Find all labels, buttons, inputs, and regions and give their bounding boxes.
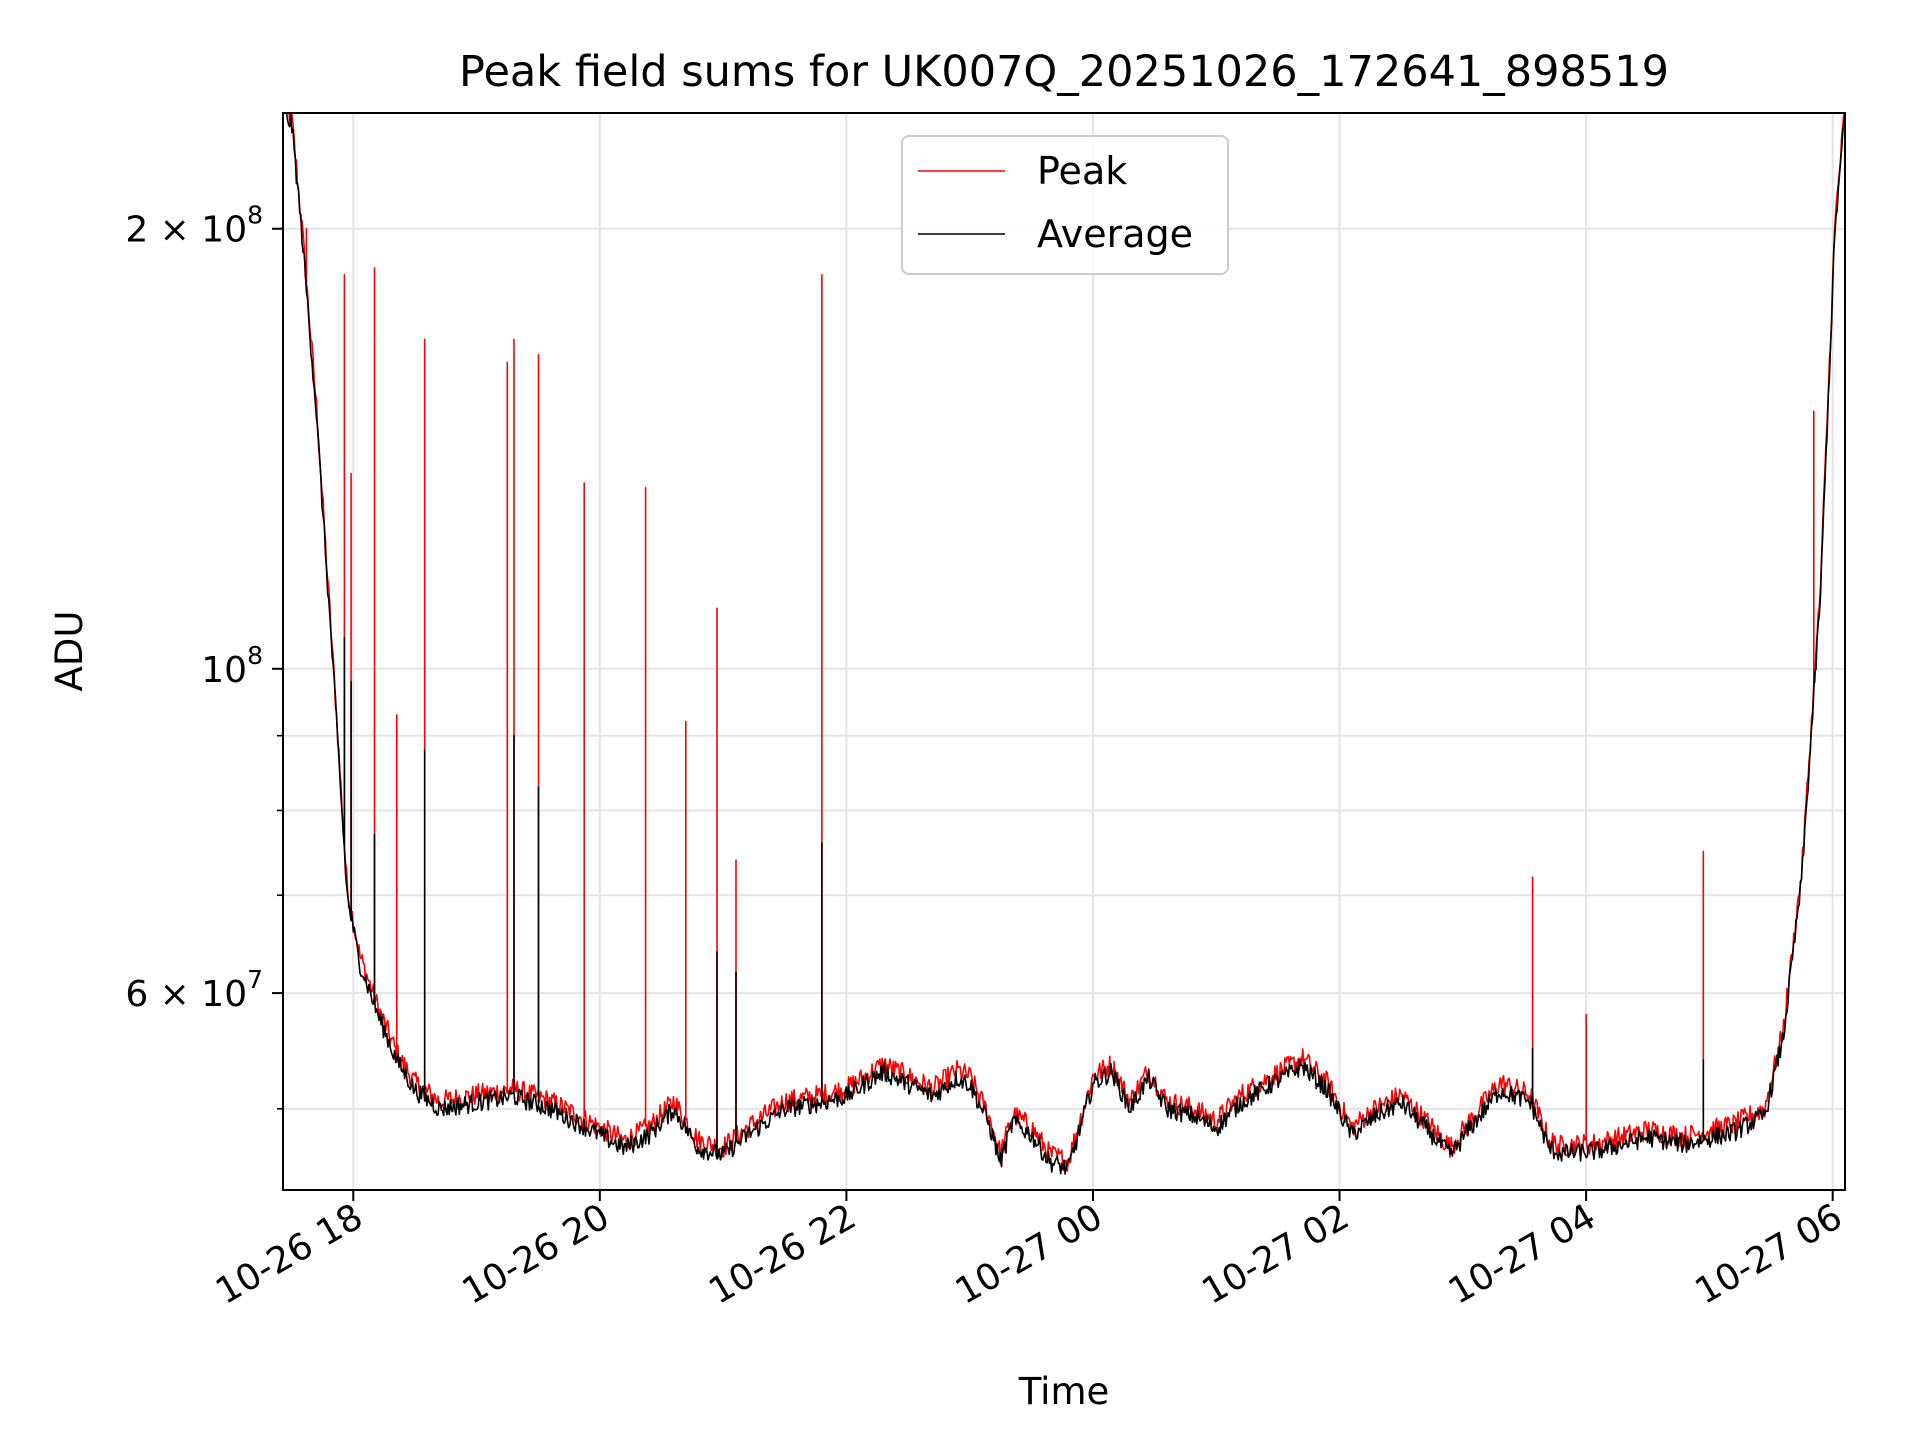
legend-average-label: Average — [1037, 212, 1193, 256]
chart-title: Peak field sums for UK007Q_20251026_1726… — [459, 47, 1669, 97]
y-tick-label: 2 × 108 — [125, 201, 263, 251]
legend: Peak Average — [901, 135, 1229, 275]
x-axis-label: Time — [1018, 1370, 1110, 1413]
average-series-line — [283, 113, 1845, 1175]
y-tick-label: 108 — [201, 641, 263, 691]
y-tick-label-exponent: 8 — [247, 201, 263, 230]
y-tick-label-base: 2 × 10 — [125, 210, 247, 251]
y-tick-label-exponent: 8 — [247, 641, 263, 670]
plot-area — [283, 113, 1845, 1175]
legend-peak-label: Peak — [1037, 149, 1127, 193]
series-lines — [283, 113, 1845, 1175]
y-tick-label-base: 6 × 10 — [125, 974, 247, 1015]
y-tick-label: 6 × 107 — [125, 965, 263, 1015]
y-tick-label-base: 10 — [201, 650, 247, 691]
y-tick-label-exponent: 7 — [247, 965, 263, 994]
peak-series-line — [288, 113, 1845, 1172]
plot-frame — [282, 112, 1846, 1191]
y-axis-label: ADU — [48, 611, 91, 692]
